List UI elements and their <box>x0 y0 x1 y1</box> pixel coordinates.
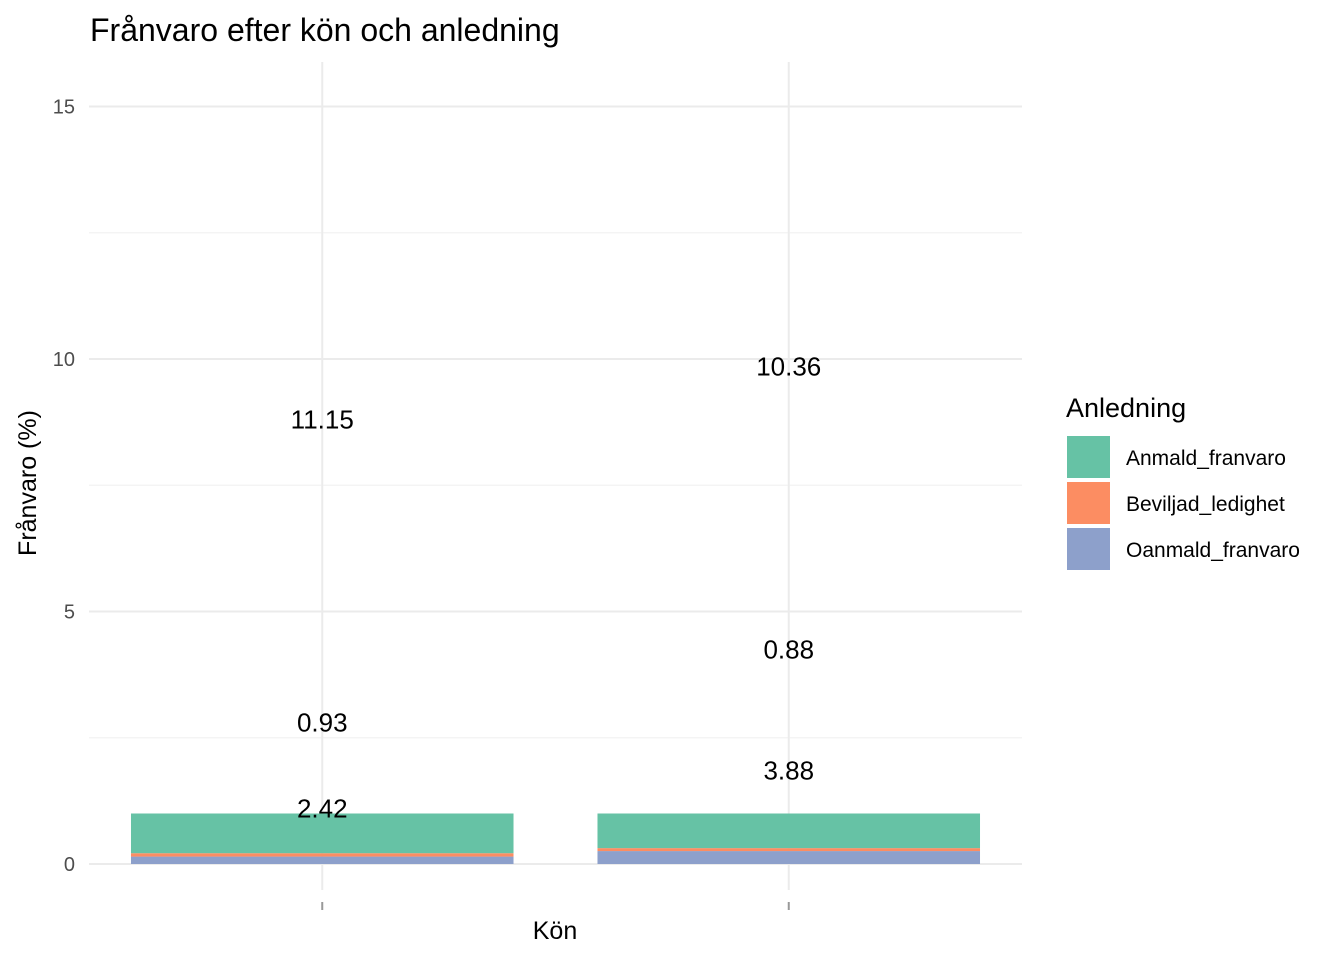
x-axis-title: Kön <box>533 917 577 945</box>
y-tick-label: 0 <box>64 854 75 876</box>
bars <box>131 814 980 865</box>
legend-swatch <box>1067 482 1110 524</box>
legend-label: Oanmald_franvaro <box>1126 539 1300 562</box>
data-label: 2.42 <box>297 793 348 823</box>
y-axis: 0 5 10 15 <box>53 97 75 877</box>
y-axis-title: Frånvaro (%) <box>14 410 42 556</box>
bar-segment <box>597 851 980 864</box>
bar-segment <box>597 848 980 851</box>
legend-title: Anledning <box>1066 393 1186 423</box>
y-tick-label: 5 <box>64 602 75 624</box>
x-axis <box>322 902 789 910</box>
data-label: 3.88 <box>763 756 814 786</box>
data-label: 0.93 <box>297 708 348 738</box>
legend-label: Beviljad_ledighet <box>1126 493 1285 516</box>
data-label: 10.36 <box>756 352 821 382</box>
data-label: 0.88 <box>763 634 814 664</box>
y-tick-label: 15 <box>53 97 75 119</box>
legend-swatch <box>1067 436 1110 478</box>
bar-segment <box>131 857 514 864</box>
chart-title: Frånvaro efter kön och anledning <box>90 12 560 48</box>
grid <box>89 62 1022 890</box>
y-tick-label: 10 <box>53 349 75 371</box>
legend: Anledning Anmald_franvaro Beviljad_ledigh… <box>1066 393 1300 570</box>
legend-label: Anmald_franvaro <box>1126 447 1286 470</box>
bar-segment <box>131 853 514 856</box>
bar-segment <box>597 814 980 849</box>
data-label: 11.15 <box>291 405 354 435</box>
data-labels: 11.15 0.93 2.42 10.36 0.88 3.88 <box>291 352 822 824</box>
legend-swatch <box>1067 528 1110 570</box>
